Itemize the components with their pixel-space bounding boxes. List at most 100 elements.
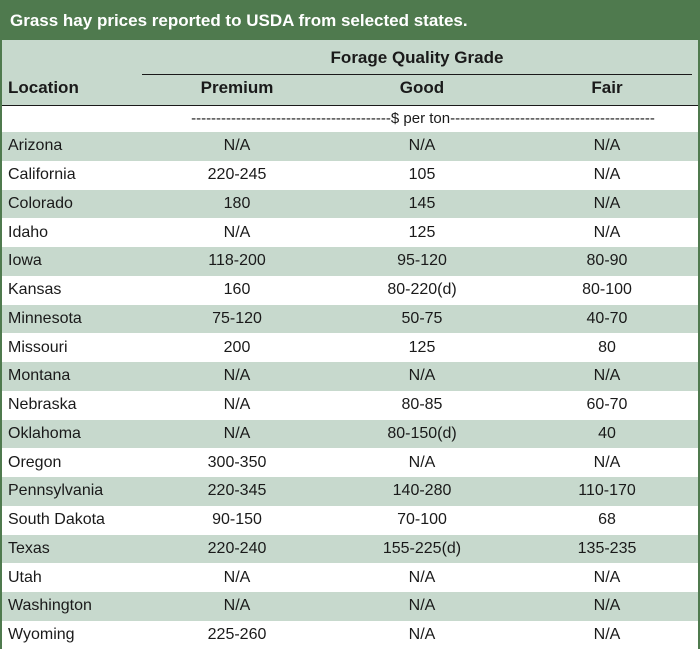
fair-cell: 80 xyxy=(598,338,616,356)
table-row: Montana N/A N/A N/A xyxy=(2,362,698,391)
table-row: Iowa 118-200 95-120 80-90 xyxy=(2,247,698,276)
premium-cell: 220-345 xyxy=(207,482,267,500)
good-cell: N/A xyxy=(408,597,436,615)
table-body: Arizona N/A N/A N/A California 220-245 105 N/A C… xyxy=(2,132,698,650)
good-column-header: Good xyxy=(399,78,445,97)
premium-cell: 220-240 xyxy=(207,539,267,557)
table-row: Idaho N/A 125 N/A xyxy=(2,218,698,247)
good-cell: 140-280 xyxy=(392,482,452,500)
good-cell: 50-75 xyxy=(401,309,443,327)
premium-cell: 200 xyxy=(223,338,251,356)
premium-cell: N/A xyxy=(223,137,251,155)
premium-cell: 220-245 xyxy=(207,166,267,184)
fair-cell: N/A xyxy=(593,453,621,471)
good-cell: 95-120 xyxy=(397,252,447,270)
fair-cell: 60-70 xyxy=(586,396,628,414)
table-row: Colorado 180 145 N/A xyxy=(2,189,698,219)
fair-cell: 80-90 xyxy=(586,252,628,270)
location-cell: Idaho xyxy=(8,223,49,241)
fair-cell: N/A xyxy=(593,568,621,586)
units-row: ----------------------------------------… xyxy=(2,106,698,132)
good-cell: 105 xyxy=(408,166,436,184)
premium-cell: N/A xyxy=(223,367,251,385)
good-cell: 70-100 xyxy=(397,511,447,529)
fair-cell: 68 xyxy=(598,511,616,529)
forage-quality-grade-heading: Forage Quality Grade xyxy=(330,48,504,67)
location-cell: Colorado xyxy=(8,194,73,212)
table-row: Missouri 200 125 80 xyxy=(2,333,698,362)
premium-cell: N/A xyxy=(223,396,251,414)
good-cell: 80-220(d) xyxy=(387,281,457,299)
location-cell: Wyoming xyxy=(8,626,75,644)
good-cell: N/A xyxy=(408,367,436,385)
good-cell: N/A xyxy=(408,453,436,471)
premium-cell: N/A xyxy=(223,568,251,586)
good-cell: 125 xyxy=(408,338,436,356)
table-row: Utah N/A N/A N/A xyxy=(2,563,698,592)
premium-cell: 75-120 xyxy=(212,309,262,327)
table-row: Nebraska N/A 80-85 60-70 xyxy=(2,390,698,420)
fair-cell: N/A xyxy=(593,194,621,212)
good-cell: N/A xyxy=(408,137,436,155)
fair-cell: N/A xyxy=(593,166,621,184)
location-cell: California xyxy=(8,166,76,184)
grade-underline xyxy=(142,74,692,75)
premium-cell: N/A xyxy=(223,597,251,615)
location-cell: Washington xyxy=(8,597,92,615)
location-cell: Missouri xyxy=(8,338,68,356)
location-cell: Oregon xyxy=(8,453,62,471)
location-cell: Texas xyxy=(8,539,50,557)
good-cell: 125 xyxy=(408,223,436,241)
table-header: Forage Quality Grade Location Premium Go… xyxy=(2,40,698,106)
location-cell: Montana xyxy=(8,367,71,385)
table-title: Grass hay prices reported to USDA from s… xyxy=(2,2,698,40)
location-cell: Utah xyxy=(8,568,42,586)
table-row: Texas 220-240 155-225(d) 135-235 xyxy=(2,534,698,564)
table-row: Oregon 300-350 N/A N/A xyxy=(2,448,698,477)
location-cell: Kansas xyxy=(8,281,62,299)
premium-cell: 180 xyxy=(223,194,251,212)
table-row: Minnesota 75-120 50-75 40-70 xyxy=(2,304,698,334)
location-cell: Minnesota xyxy=(8,309,82,327)
fair-cell: N/A xyxy=(593,626,621,644)
fair-cell: N/A xyxy=(593,223,621,241)
location-cell: South Dakota xyxy=(8,511,105,529)
premium-cell: N/A xyxy=(223,424,251,442)
fair-cell: 40-70 xyxy=(586,309,628,327)
location-cell: Nebraska xyxy=(8,396,77,414)
good-cell: 145 xyxy=(408,194,436,212)
fair-cell: 135-235 xyxy=(577,539,637,557)
location-column-header: Location xyxy=(8,78,79,97)
premium-cell: 300-350 xyxy=(207,453,267,471)
header-divider xyxy=(2,105,698,106)
good-cell: 80-150(d) xyxy=(387,424,457,442)
table-row: Kansas 160 80-220(d) 80-100 xyxy=(2,275,698,305)
fair-cell: 110-170 xyxy=(578,482,636,500)
table-row: California 220-245 105 N/A xyxy=(2,160,698,190)
units-label: ----------------------------------------… xyxy=(191,110,655,127)
fair-cell: 40 xyxy=(598,424,616,442)
table-row: Pennsylvania 220-345 140-280 110-170 xyxy=(2,477,698,506)
location-cell: Arizona xyxy=(8,137,63,155)
good-cell: N/A xyxy=(408,568,436,586)
good-cell: 80-85 xyxy=(401,396,443,414)
table-row: Wyoming 225-260 N/A N/A xyxy=(2,620,698,650)
table-row: Washington N/A N/A N/A xyxy=(2,592,698,621)
location-cell: Pennsylvania xyxy=(8,482,104,500)
fair-cell: N/A xyxy=(593,597,621,615)
premium-cell: 118-200 xyxy=(208,252,266,270)
good-cell: 155-225(d) xyxy=(382,539,462,557)
fair-cell: N/A xyxy=(593,137,621,155)
location-cell: Oklahoma xyxy=(8,424,81,442)
table-row: Arizona N/A N/A N/A xyxy=(2,132,698,161)
good-cell: N/A xyxy=(408,626,436,644)
table-row: Oklahoma N/A 80-150(d) 40 xyxy=(2,419,698,449)
location-cell: Iowa xyxy=(8,252,42,270)
premium-column-header: Premium xyxy=(200,78,274,97)
fair-cell: 80-100 xyxy=(582,281,632,299)
table-row: South Dakota 90-150 70-100 68 xyxy=(2,505,698,535)
premium-cell: 160 xyxy=(223,281,251,299)
premium-cell: N/A xyxy=(223,223,251,241)
premium-cell: 225-260 xyxy=(207,626,267,644)
